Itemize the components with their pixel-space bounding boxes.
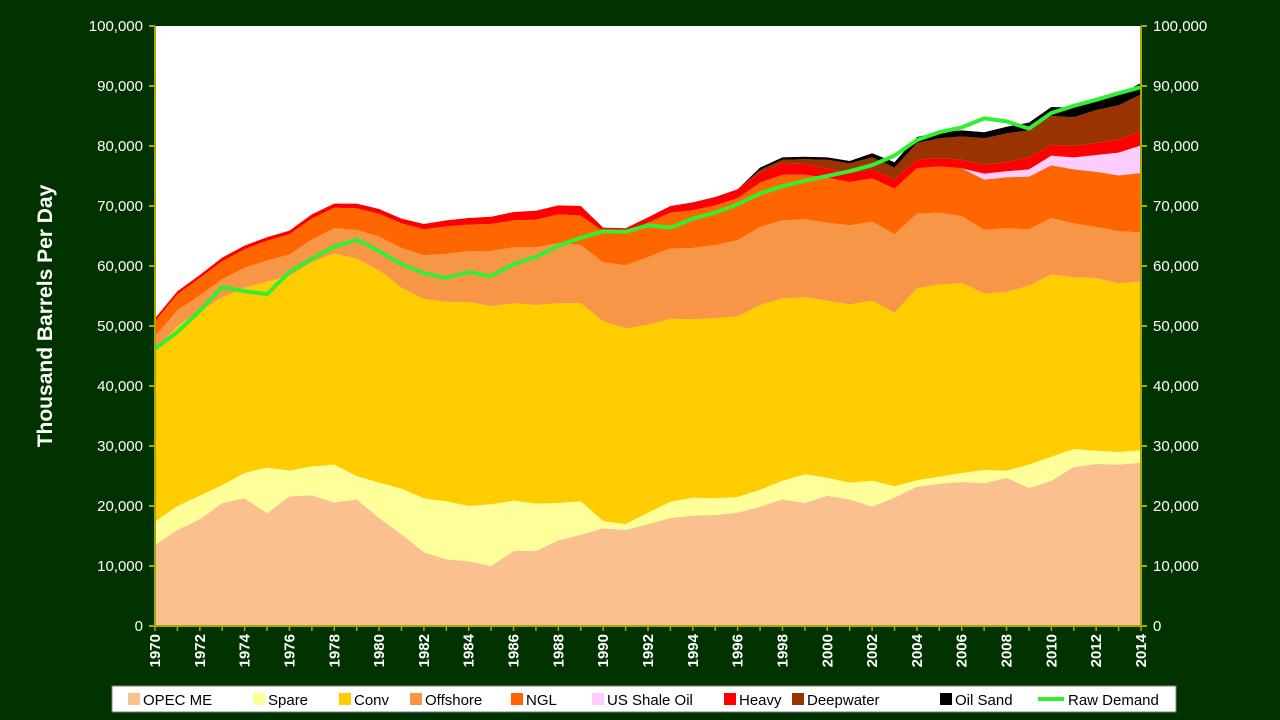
- y-tick-label-left: 90,000: [97, 78, 143, 95]
- legend-swatch: [253, 693, 265, 705]
- legend-items: OPEC ME Spare Conv Offshore NGL US Shale Oil H…: [128, 692, 1159, 709]
- legend-label: OPEC ME: [143, 692, 212, 709]
- legend-label: Deepwater: [807, 692, 880, 709]
- stacked-areas: [155, 83, 1141, 626]
- y-tick-label-left: 50,000: [97, 318, 143, 335]
- legend-swatch: [940, 693, 952, 705]
- legend-item-spare: Spare: [253, 692, 308, 709]
- legend-swatch: [128, 693, 140, 705]
- legend: OPEC ME Spare Conv Offshore NGL US Shale Oil H…: [111, 685, 1177, 713]
- x-tick-label: 2012: [1088, 634, 1105, 667]
- x-axis-ticks: 1970 1972 1974 1976 1978 1980 1982 1984 1986 1988…: [147, 633, 1150, 667]
- x-tick-label: 2004: [909, 633, 926, 667]
- legend-item-raw-demand: Raw Demand: [1038, 692, 1159, 709]
- y-tick-label-left: 0: [135, 618, 143, 635]
- legend-label: NGL: [526, 692, 557, 709]
- area-heavy: [155, 131, 1141, 322]
- x-tick-label: 1984: [461, 633, 478, 667]
- area-ngl: [155, 165, 1141, 337]
- x-tick-label: 1986: [506, 634, 523, 667]
- legend-item-conv: Conv: [339, 692, 390, 709]
- y-tick-label-left: 70,000: [97, 198, 143, 215]
- legend-swatch: [592, 693, 604, 705]
- legend-item-opec-me: OPEC ME: [128, 692, 212, 709]
- y-tick-label-left: 10,000: [97, 558, 143, 575]
- x-tick-label: 1992: [640, 634, 657, 667]
- x-tick-label: 1994: [685, 633, 702, 667]
- x-tick-label: 1998: [774, 634, 791, 667]
- y-tick-label-left: 80,000: [97, 138, 143, 155]
- y-tick-label-right: 60,000: [1153, 258, 1199, 275]
- legend-swatch: [511, 693, 523, 705]
- y-tick-label-right: 20,000: [1153, 498, 1199, 515]
- x-tick-label: 1990: [595, 634, 612, 667]
- legend-label: Oil Sand: [955, 692, 1013, 709]
- x-tick-label: 2010: [1043, 634, 1060, 667]
- y-tick-label-right: 100,000: [1153, 18, 1207, 35]
- legend-swatch: [724, 693, 736, 705]
- legend-item-us-shale-oil: US Shale Oil: [592, 692, 693, 709]
- y-tick-label-right: 70,000: [1153, 198, 1199, 215]
- legend-item-deepwater: Deepwater: [792, 692, 880, 709]
- axes: [149, 25, 1147, 631]
- x-tick-label: 1978: [326, 634, 343, 667]
- y-axis-title: Thousand Barrels Per Day: [34, 184, 57, 447]
- x-tick-label: 2006: [954, 634, 971, 667]
- y-tick-label-right: 0: [1153, 618, 1161, 635]
- y-tick-label-left: 30,000: [97, 438, 143, 455]
- x-tick-label: 1974: [237, 633, 254, 667]
- y-axis-right-ticks: 0 10,000 20,000 30,000 40,000 50,000 60,000 70,…: [1153, 18, 1207, 635]
- legend-label: Offshore: [425, 692, 482, 709]
- x-tick-label: 1976: [281, 634, 298, 667]
- y-tick-label-right: 10,000: [1153, 558, 1199, 575]
- legend-swatch: [410, 693, 422, 705]
- y-tick-label-left: 60,000: [97, 258, 143, 275]
- area-us-shale-oil: [155, 145, 1141, 322]
- y-tick-label-right: 30,000: [1153, 438, 1199, 455]
- legend-item-ngl: NGL: [511, 692, 557, 709]
- x-tick-label: 2014: [1133, 633, 1150, 667]
- area-conv: [155, 253, 1141, 524]
- y-tick-label-left: 100,000: [89, 18, 143, 35]
- x-tick-label: 2000: [819, 634, 836, 667]
- legend-label: Heavy: [739, 692, 782, 709]
- legend-label: Raw Demand: [1068, 692, 1159, 709]
- line-raw-demand: [153, 85, 1142, 351]
- y-tick-label-left: 40,000: [97, 378, 143, 395]
- y-tick-label-left: 20,000: [97, 498, 143, 515]
- legend-box: [111, 685, 1177, 713]
- y-tick-label-right: 50,000: [1153, 318, 1199, 335]
- legend-item-offshore: Offshore: [410, 692, 482, 709]
- area-opec-me: [155, 462, 1141, 626]
- legend-swatch: [339, 693, 351, 705]
- legend-item-oil-sand: Oil Sand: [940, 692, 1013, 709]
- legend-label: US Shale Oil: [607, 692, 693, 709]
- demand-line: [153, 85, 1142, 351]
- x-tick-label: 2002: [864, 634, 881, 667]
- y-axis-left-ticks: 0 10,000 20,000 30,000 40,000 50,000 60,000 70,…: [89, 18, 143, 635]
- legend-label: Spare: [268, 692, 308, 709]
- area-spare: [155, 449, 1141, 566]
- area-offshore: [155, 212, 1141, 350]
- legend-item-heavy: Heavy: [724, 692, 782, 709]
- x-tick-label: 1970: [147, 634, 164, 667]
- x-tick-label: 1988: [550, 634, 567, 667]
- x-tick-label: 2008: [999, 634, 1016, 667]
- y-tick-label-right: 40,000: [1153, 378, 1199, 395]
- x-tick-label: 1982: [416, 634, 433, 667]
- y-tick-label-right: 90,000: [1153, 78, 1199, 95]
- x-tick-label: 1996: [730, 634, 747, 667]
- y-tick-label-right: 80,000: [1153, 138, 1199, 155]
- x-tick-label: 1980: [371, 634, 388, 667]
- legend-swatch: [792, 693, 804, 705]
- legend-label: Conv: [354, 692, 390, 709]
- x-tick-label: 1972: [192, 634, 209, 667]
